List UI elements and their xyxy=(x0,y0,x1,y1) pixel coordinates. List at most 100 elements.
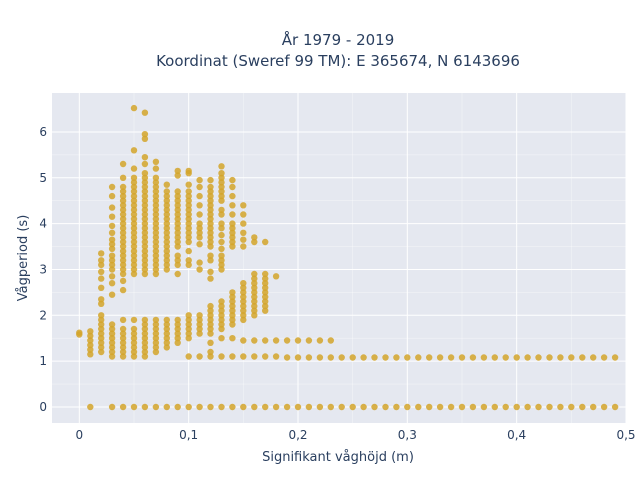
data-point xyxy=(152,192,160,200)
data-point xyxy=(152,238,160,246)
data-point xyxy=(316,337,324,344)
data-point xyxy=(163,252,170,259)
data-point xyxy=(491,354,498,361)
data-point xyxy=(141,247,149,255)
data-point xyxy=(98,339,105,346)
data-point xyxy=(141,325,149,333)
data-point xyxy=(207,225,214,232)
data-point xyxy=(360,354,367,361)
data-point xyxy=(360,403,367,411)
data-point xyxy=(119,160,127,168)
data-point xyxy=(240,312,247,319)
data-point xyxy=(207,183,214,191)
data-point xyxy=(174,238,181,246)
data-point xyxy=(568,403,575,411)
data-point xyxy=(108,335,116,342)
data-point xyxy=(98,321,105,328)
data-point xyxy=(130,247,138,255)
data-point xyxy=(207,215,214,223)
data-point xyxy=(218,325,225,333)
data-point xyxy=(98,284,105,291)
data-point xyxy=(185,316,192,324)
data-point xyxy=(130,192,138,200)
data-point xyxy=(207,316,214,324)
data-point xyxy=(163,261,170,269)
data-point xyxy=(141,179,149,186)
data-point xyxy=(141,270,149,278)
data-point xyxy=(316,403,324,411)
data-point xyxy=(108,266,116,273)
data-point xyxy=(130,270,138,278)
data-point xyxy=(108,325,116,333)
data-point xyxy=(141,252,149,259)
data-point xyxy=(272,337,280,344)
data-point xyxy=(196,266,203,273)
data-point xyxy=(229,238,236,246)
data-point xyxy=(229,220,236,227)
data-point xyxy=(119,339,127,346)
data-point xyxy=(163,325,170,333)
data-point xyxy=(141,154,149,161)
data-point xyxy=(130,353,138,360)
data-point xyxy=(130,147,138,154)
data-point xyxy=(240,220,247,227)
data-point xyxy=(196,241,203,248)
data-point xyxy=(98,348,105,356)
data-point xyxy=(152,183,160,191)
data-point xyxy=(404,403,411,411)
data-point xyxy=(229,293,236,301)
data-point xyxy=(98,261,105,269)
data-point xyxy=(152,158,160,165)
data-point xyxy=(174,257,181,264)
data-point xyxy=(108,204,116,211)
data-point xyxy=(579,354,586,361)
x-tick-label: 0,1 xyxy=(179,428,198,442)
data-point xyxy=(152,211,160,218)
data-point xyxy=(130,183,138,191)
data-point xyxy=(152,261,160,269)
data-point xyxy=(141,135,149,142)
data-point xyxy=(207,243,214,250)
data-point xyxy=(163,202,170,209)
data-point xyxy=(524,354,531,361)
data-point xyxy=(119,344,127,351)
chart-title-line-2: Koordinat (Sweref 99 TM): E 365674, N 61… xyxy=(156,52,520,70)
data-point xyxy=(163,321,170,328)
data-point xyxy=(218,220,225,227)
data-point xyxy=(207,339,214,346)
data-point xyxy=(108,339,116,346)
data-point xyxy=(218,225,225,232)
data-point xyxy=(327,337,334,344)
data-point xyxy=(119,252,127,259)
data-point xyxy=(163,234,170,241)
data-point xyxy=(491,403,498,411)
plot-area xyxy=(52,93,626,423)
data-point xyxy=(152,220,160,227)
data-point xyxy=(546,403,553,411)
data-point xyxy=(152,344,160,351)
data-point xyxy=(229,225,236,232)
data-point xyxy=(218,211,225,218)
data-point xyxy=(568,354,575,361)
data-point xyxy=(141,335,149,342)
data-point xyxy=(611,403,619,411)
data-point xyxy=(108,353,116,360)
data-point xyxy=(218,252,225,259)
data-point xyxy=(130,225,138,232)
data-point xyxy=(196,316,203,324)
data-point xyxy=(251,353,258,360)
data-point xyxy=(152,215,160,223)
data-point xyxy=(119,348,127,356)
data-point xyxy=(108,273,116,280)
data-point xyxy=(316,354,324,361)
data-point xyxy=(207,325,214,333)
data-point xyxy=(262,293,269,301)
data-point xyxy=(98,250,105,257)
data-point xyxy=(141,206,149,214)
data-point xyxy=(185,325,192,333)
data-point xyxy=(152,197,160,204)
data-point xyxy=(240,302,247,310)
data-point xyxy=(174,188,181,195)
data-point xyxy=(163,220,170,227)
data-point xyxy=(141,243,149,250)
